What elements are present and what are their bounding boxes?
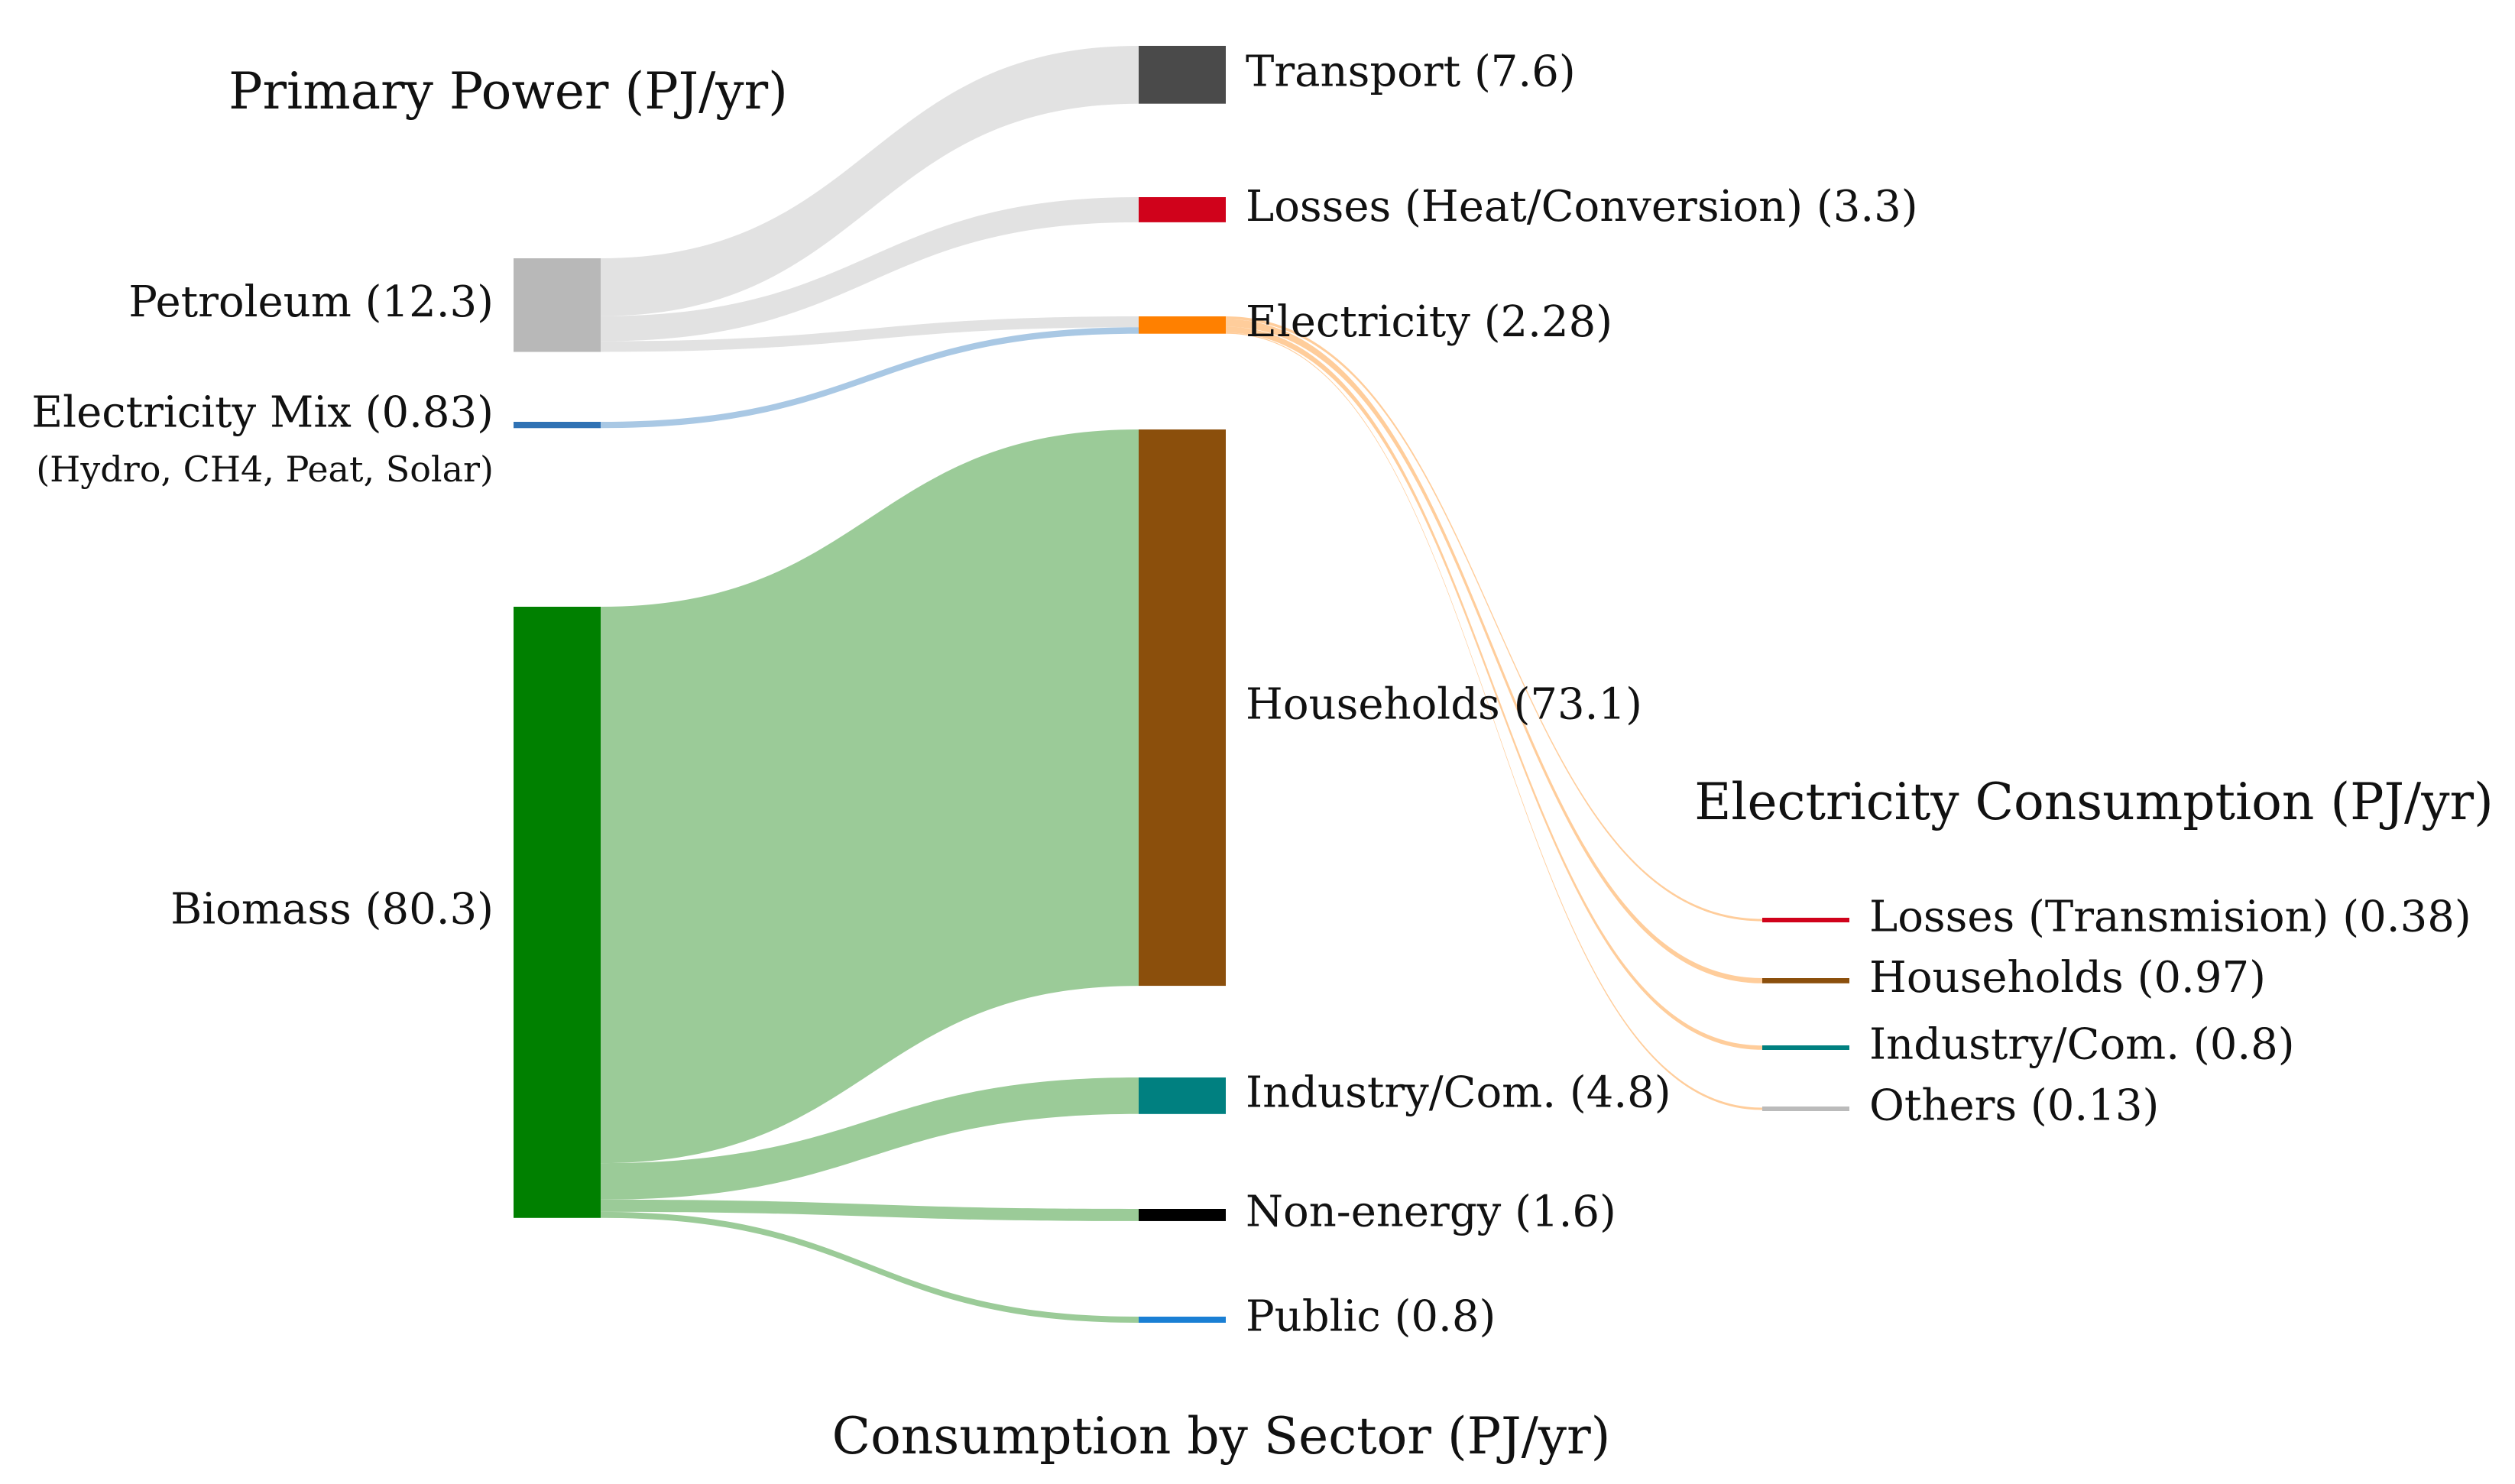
flow-petroleum-to-transport — [601, 46, 1139, 316]
node-losses_heat — [1139, 197, 1226, 222]
label-industry: Industry/Com. (4.8) — [1246, 1068, 1671, 1117]
node-nonenergy — [1139, 1209, 1226, 1221]
label-e_losses: Losses (Transmision) (0.38) — [1869, 893, 2471, 942]
label-petroleum: Petroleum (12.3) — [128, 277, 494, 327]
flow-electricity-to-e_others — [1226, 332, 1762, 1110]
node-industry — [1139, 1077, 1226, 1114]
label-losses_heat: Losses (Heat/Conversion) (3.3) — [1246, 182, 1918, 232]
nodes-layer — [514, 46, 1849, 1323]
flows-layer — [601, 46, 1762, 1323]
label-e_industry: Industry/Com. (0.8) — [1869, 1020, 2295, 1070]
label-e_households: Households (0.97) — [1869, 953, 2266, 1003]
flow-petroleum-to-electricity — [601, 316, 1139, 352]
label-e_others: Others (0.13) — [1869, 1081, 2159, 1131]
label-electricity: Electricity (2.28) — [1246, 297, 1612, 347]
node-e_others — [1762, 1107, 1849, 1111]
flow-electricity-to-e_households — [1226, 319, 1762, 983]
flow-biomass-to-public — [601, 1211, 1139, 1323]
electricity-consumption-title: Electricity Consumption (PJ/yr) — [1694, 773, 2494, 831]
node-electricity — [1139, 316, 1226, 334]
consumption-by-sector-title: Consumption by Sector (PJ/yr) — [832, 1407, 1611, 1466]
node-elecmix — [514, 422, 601, 429]
node-petroleum — [514, 258, 601, 352]
flow-electricity-to-e_industry — [1226, 326, 1762, 1050]
label-public: Public (0.8) — [1246, 1291, 1496, 1341]
label-households: Households (73.1) — [1246, 680, 1642, 730]
flow-biomass-to-households — [601, 429, 1139, 1164]
node-biomass — [514, 607, 601, 1218]
node-e_industry — [1762, 1045, 1849, 1050]
flow-biomass-to-nonenergy — [601, 1199, 1139, 1221]
node-households — [1139, 429, 1226, 987]
sublabel-elecmix: (Hydro, CH4, Peat, Solar) — [36, 449, 494, 490]
label-biomass: Biomass (80.3) — [170, 884, 494, 934]
flow-petroleum-to-losses_heat — [601, 197, 1139, 342]
node-public — [1139, 1317, 1226, 1323]
labels-layer: Petroleum (12.3) Electricity Mix (0.83) (H… — [31, 47, 2471, 1341]
node-e_losses — [1762, 918, 1849, 922]
node-e_households — [1762, 978, 1849, 983]
flow-biomass-to-industry — [601, 1077, 1139, 1200]
flow-electricity-to-e_losses — [1226, 316, 1762, 922]
label-elecmix: Electricity Mix (0.83) — [31, 388, 494, 438]
label-nonenergy: Non-energy (1.6) — [1246, 1187, 1616, 1236]
label-transport: Transport (7.6) — [1246, 47, 1576, 96]
node-transport — [1139, 46, 1226, 104]
primary-power-title: Primary Power (PJ/yr) — [228, 62, 788, 121]
flow-elecmix-to-electricity — [601, 327, 1139, 429]
